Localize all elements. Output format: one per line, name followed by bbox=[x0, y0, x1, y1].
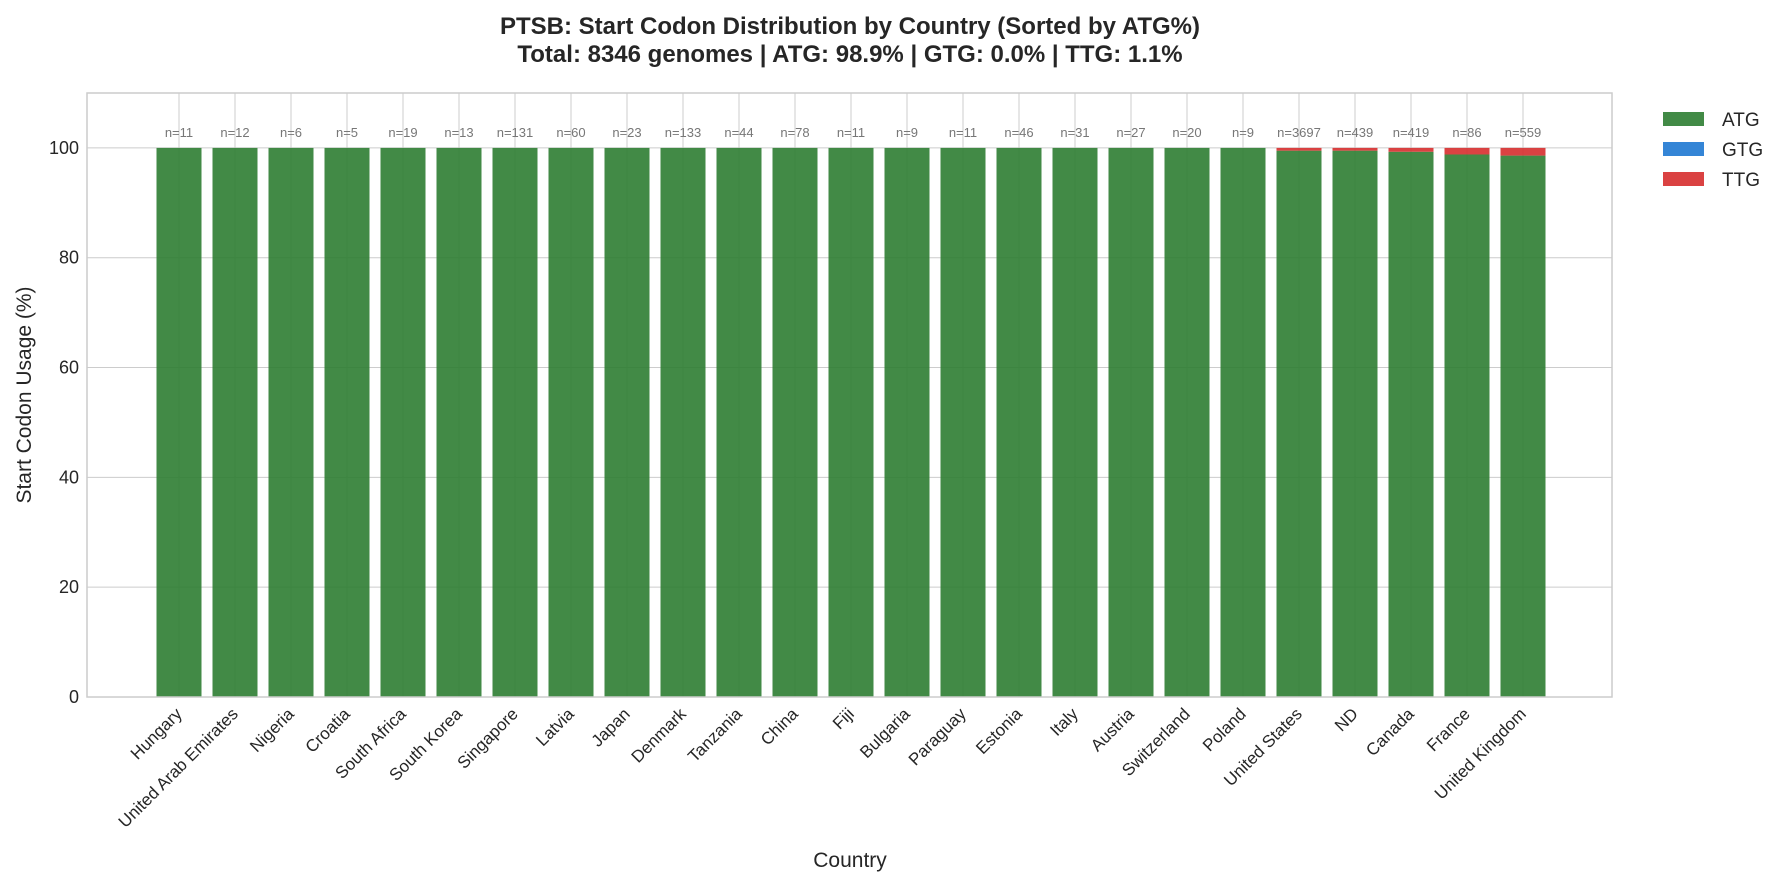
bar-atg bbox=[1108, 147, 1154, 698]
x-tick-label: Denmark bbox=[628, 704, 691, 767]
count-labels: n=11 n=12 n=6 n=5 n=19 n=13 n=131 n=60 n=23 n=133… bbox=[165, 125, 1541, 140]
y-tick-label: 100 bbox=[49, 138, 79, 158]
x-tick-label: Poland bbox=[1199, 704, 1250, 755]
x-tick-label: ND bbox=[1331, 704, 1362, 735]
bar-atg bbox=[1052, 147, 1098, 698]
bar-atg bbox=[212, 147, 258, 698]
count-label: n=5 bbox=[336, 125, 358, 140]
x-tick-label: Tanzania bbox=[684, 704, 746, 766]
bar-atg bbox=[716, 147, 762, 698]
x-tick-label: Paraguay bbox=[905, 704, 970, 769]
count-label: n=9 bbox=[1232, 125, 1254, 140]
y-tick-label: 80 bbox=[59, 248, 79, 268]
y-axis-title: Start Codon Usage (%) bbox=[13, 286, 36, 503]
bar-atg bbox=[156, 147, 202, 698]
bar-atg bbox=[1500, 155, 1546, 697]
bar-ttg bbox=[1276, 147, 1322, 151]
chart-subtitle: Total: 8346 genomes | ATG: 98.9% | GTG: … bbox=[517, 41, 1182, 68]
y-axis-ticks: 0 20 40 60 80 100 bbox=[49, 138, 79, 707]
y-tick-label: 0 bbox=[69, 687, 79, 707]
bar-atg bbox=[660, 147, 706, 698]
count-label: n=6 bbox=[280, 125, 302, 140]
bar-atg bbox=[436, 147, 482, 698]
legend-label-ttg: TTG bbox=[1722, 170, 1760, 191]
bar-atg bbox=[996, 147, 1042, 698]
count-label: n=27 bbox=[1116, 125, 1145, 140]
count-label: n=31 bbox=[1060, 125, 1089, 140]
count-label: n=44 bbox=[724, 125, 753, 140]
bar-atg bbox=[268, 147, 314, 698]
x-tick-label: France bbox=[1423, 704, 1474, 755]
legend-label-gtg: GTG bbox=[1722, 140, 1763, 161]
bar-atg bbox=[1332, 150, 1378, 697]
x-tick-label: Singapore bbox=[454, 704, 522, 772]
chart-title: PTSB: Start Codon Distribution by Countr… bbox=[500, 13, 1200, 40]
count-label: n=9 bbox=[896, 125, 918, 140]
count-label: n=131 bbox=[497, 125, 534, 140]
count-label: n=13 bbox=[444, 125, 473, 140]
bar-atg bbox=[604, 147, 650, 698]
bar-ttg bbox=[1444, 147, 1490, 155]
bar-ttg bbox=[1500, 147, 1546, 156]
count-label: n=78 bbox=[780, 125, 809, 140]
x-tick-label: Austria bbox=[1087, 704, 1138, 755]
bar-atg bbox=[772, 147, 818, 698]
count-label: n=23 bbox=[612, 125, 641, 140]
x-tick-label: Japan bbox=[588, 704, 634, 750]
bar-atg bbox=[1164, 147, 1210, 698]
x-tick-label: Fiji bbox=[829, 704, 858, 733]
x-axis-title: Country bbox=[813, 849, 887, 872]
legend: ATG GTG TTG bbox=[1663, 110, 1763, 191]
bar-atg bbox=[828, 147, 874, 698]
count-label: n=20 bbox=[1172, 125, 1201, 140]
bar-atg bbox=[884, 147, 930, 698]
bar-atg bbox=[940, 147, 986, 698]
count-label: n=559 bbox=[1505, 125, 1542, 140]
count-label: n=46 bbox=[1004, 125, 1033, 140]
count-label: n=3697 bbox=[1277, 125, 1321, 140]
bars bbox=[156, 147, 1546, 698]
bar-atg bbox=[1220, 147, 1266, 698]
y-tick-label: 20 bbox=[59, 577, 79, 597]
count-label: n=133 bbox=[665, 125, 702, 140]
x-tick-label: Estonia bbox=[972, 704, 1026, 758]
legend-swatch-ttg bbox=[1663, 172, 1704, 186]
bar-atg bbox=[548, 147, 594, 698]
legend-swatch-gtg bbox=[1663, 142, 1704, 156]
count-label: n=60 bbox=[556, 125, 585, 140]
legend-label-atg: ATG bbox=[1722, 110, 1760, 131]
bar-atg bbox=[1276, 150, 1322, 697]
plot-frame bbox=[86, 92, 1613, 698]
count-label: n=11 bbox=[949, 125, 977, 140]
bar-atg bbox=[492, 147, 538, 698]
bar-ttg bbox=[1332, 147, 1378, 151]
x-tick-label: Canada bbox=[1362, 704, 1418, 760]
legend-swatch-atg bbox=[1663, 112, 1704, 126]
x-tick-label: Latvia bbox=[532, 704, 578, 750]
count-label: n=419 bbox=[1393, 125, 1430, 140]
bar-atg bbox=[380, 147, 426, 698]
count-label: n=11 bbox=[837, 125, 865, 140]
bar-atg bbox=[1388, 151, 1434, 697]
count-label: n=19 bbox=[388, 125, 417, 140]
x-tick-label: Nigeria bbox=[246, 704, 298, 756]
y-tick-label: 60 bbox=[59, 358, 79, 378]
count-label: n=11 bbox=[165, 125, 193, 140]
count-label: n=12 bbox=[220, 125, 249, 140]
bar-atg bbox=[324, 147, 370, 698]
count-label: n=86 bbox=[1452, 125, 1481, 140]
x-tick-label: China bbox=[757, 704, 802, 749]
count-label: n=439 bbox=[1337, 125, 1374, 140]
x-tick-label: Croatia bbox=[302, 704, 355, 757]
bar-ttg bbox=[1388, 147, 1434, 152]
bar-atg bbox=[1444, 154, 1490, 698]
x-tick-label: Bulgaria bbox=[856, 704, 914, 762]
x-tick-label: Italy bbox=[1046, 704, 1082, 740]
y-tick-label: 40 bbox=[59, 467, 79, 487]
